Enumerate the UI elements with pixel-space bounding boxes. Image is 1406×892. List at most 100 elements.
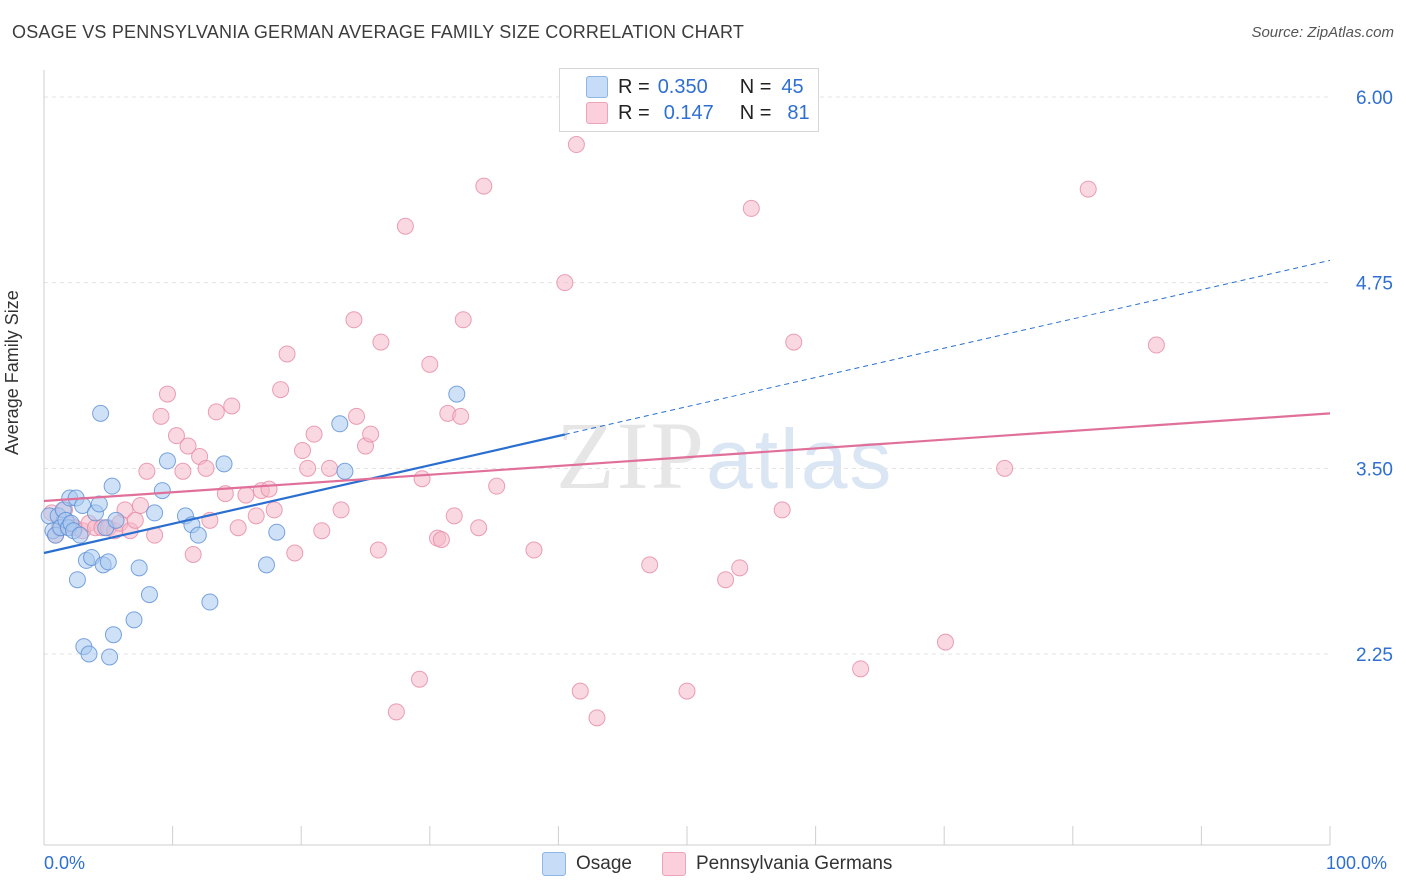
point-pennsylvania-german <box>588 709 606 727</box>
point-pennsylvania-german <box>347 407 365 425</box>
point-pennsylvania-german <box>293 442 311 460</box>
point-pennsylvania-german <box>470 519 488 537</box>
point-pennsylvania-german <box>345 311 363 329</box>
point-osage <box>90 495 108 513</box>
point-pennsylvania-german <box>742 199 760 217</box>
correlation-legend: R = 0.350 N = 45 R = 0.147 N = 81 <box>559 68 819 132</box>
point-pennsylvania-german <box>641 556 659 574</box>
trendline-osage-extrapolated <box>564 259 1331 435</box>
point-pennsylvania-german <box>332 501 350 519</box>
point-osage <box>71 526 89 544</box>
point-pennsylvania-german <box>369 541 387 559</box>
point-pennsylvania-german <box>421 355 439 373</box>
point-pennsylvania-german <box>475 177 493 195</box>
series-legend-osage[interactable]: Osage <box>542 852 632 876</box>
point-pennsylvania-german <box>996 459 1014 477</box>
chart-title: OSAGE VS PENNSYLVANIA GERMAN AVERAGE FAM… <box>12 22 745 42</box>
point-osage <box>101 648 119 666</box>
point-pennsylvania-german <box>556 274 574 292</box>
point-pennsylvania-german <box>260 480 278 498</box>
point-pennsylvania-german <box>411 670 429 688</box>
source-credit: Source: ZipAtlas.com <box>1251 24 1394 41</box>
point-pennsylvania-german <box>313 522 331 540</box>
point-pennsylvania-german <box>138 462 156 480</box>
point-pennsylvania-german <box>413 470 431 488</box>
point-osage <box>140 586 158 604</box>
point-pennsylvania-german <box>731 559 749 577</box>
series-name-pg: Pennsylvania Germans <box>696 853 893 874</box>
legend-r-label: R = <box>618 101 650 124</box>
point-osage <box>103 477 121 495</box>
point-pennsylvania-german <box>174 462 192 480</box>
point-pennsylvania-german <box>1079 180 1097 198</box>
point-osage <box>201 593 219 611</box>
legend-n-label: N = <box>739 75 772 98</box>
point-osage <box>99 553 117 571</box>
legend-r-value-pg: 0.147 <box>663 101 714 124</box>
point-pennsylvania-german <box>362 425 380 443</box>
point-pennsylvania-german <box>167 427 185 445</box>
point-pennsylvania-german <box>571 682 589 700</box>
point-pennsylvania-german <box>223 397 241 415</box>
point-pennsylvania-german <box>320 459 338 477</box>
point-osage <box>107 511 125 529</box>
point-pennsylvania-german <box>305 425 323 443</box>
point-osage <box>92 404 110 422</box>
point-pennsylvania-german <box>197 459 215 477</box>
point-pennsylvania-german <box>229 519 247 537</box>
point-osage <box>153 482 171 500</box>
point-osage <box>158 452 176 470</box>
legend-n-value-pg: 81 <box>787 101 810 124</box>
point-pennsylvania-german <box>1147 336 1165 354</box>
point-pennsylvania-german <box>488 477 506 495</box>
point-pennsylvania-german <box>396 217 414 235</box>
point-pennsylvania-german <box>372 333 390 351</box>
point-osage <box>80 645 98 663</box>
y-tick-label: 3.50 <box>1356 459 1393 480</box>
trendline-pennsylvania-german <box>43 412 1331 503</box>
point-pennsylvania-german <box>525 541 543 559</box>
point-pennsylvania-german <box>179 437 197 455</box>
legend-swatch-osage <box>542 852 566 876</box>
point-pennsylvania-german <box>452 407 470 425</box>
point-pennsylvania-german <box>454 311 472 329</box>
point-pennsylvania-german <box>445 507 463 525</box>
series-legend-pg[interactable]: Pennsylvania Germans <box>662 852 892 876</box>
point-pennsylvania-german <box>773 501 791 519</box>
point-pennsylvania-german <box>237 486 255 504</box>
point-osage <box>68 571 86 589</box>
point-osage <box>448 385 466 403</box>
point-pennsylvania-german <box>936 633 954 651</box>
trendline-osage <box>43 433 566 555</box>
point-pennsylvania-german <box>717 571 735 589</box>
point-osage <box>125 611 143 629</box>
point-pennsylvania-german <box>678 682 696 700</box>
x-tick-label-min: 0.0% <box>44 853 86 873</box>
point-pennsylvania-german <box>567 136 585 154</box>
legend-row-osage: R = 0.350 N = 45 <box>586 75 804 99</box>
point-osage <box>215 455 233 473</box>
point-osage <box>130 559 148 577</box>
legend-n-label: N = <box>739 101 772 124</box>
legend-row-pg: R = 0.147 N = 81 <box>586 101 810 125</box>
point-pennsylvania-german <box>278 345 296 363</box>
y-axis-label: Average Family Size <box>2 290 22 455</box>
legend-r-value-osage: 0.350 <box>657 75 708 98</box>
point-pennsylvania-german <box>852 660 870 678</box>
series-legend: Osage Pennsylvania Germans <box>0 852 1406 878</box>
point-pennsylvania-german <box>432 531 450 549</box>
point-pennsylvania-german <box>299 459 317 477</box>
point-pennsylvania-german <box>131 496 149 514</box>
point-pennsylvania-german <box>184 545 202 563</box>
point-pennsylvania-german <box>152 407 170 425</box>
legend-swatch-osage <box>586 76 608 98</box>
point-pennsylvania-german <box>126 511 144 529</box>
point-pennsylvania-german <box>785 333 803 351</box>
point-osage <box>331 415 349 433</box>
y-tick-label: 2.25 <box>1356 645 1393 666</box>
point-osage <box>268 523 286 541</box>
point-osage <box>104 626 122 644</box>
y-tick-label: 4.75 <box>1356 274 1393 295</box>
y-tick-label: 6.00 <box>1356 88 1393 109</box>
